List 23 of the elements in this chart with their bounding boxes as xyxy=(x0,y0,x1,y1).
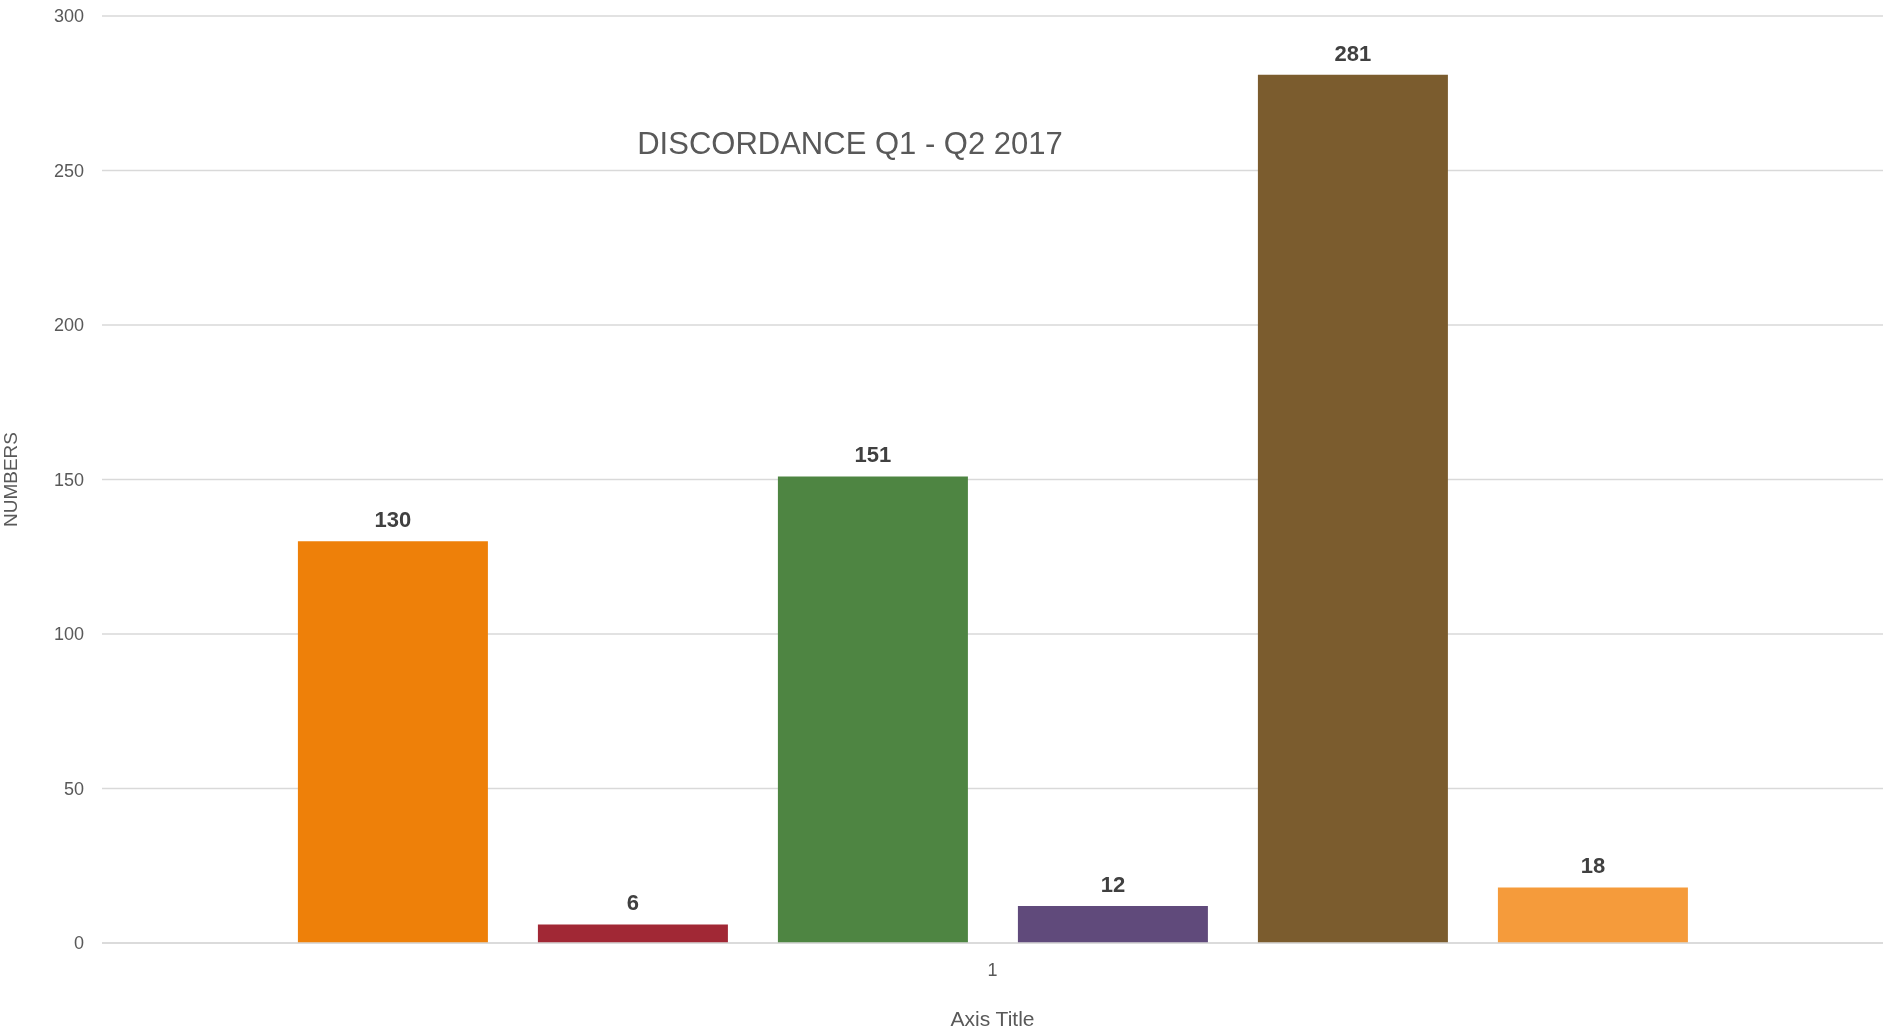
y-tick-label: 250 xyxy=(53,160,84,181)
y-tick-label: 200 xyxy=(53,315,84,336)
y-tick-label: 300 xyxy=(53,6,84,27)
y-tick-label: 50 xyxy=(63,778,84,799)
data-label: 18 xyxy=(1580,853,1606,879)
y-tick-label: 100 xyxy=(53,624,84,645)
bar xyxy=(1497,887,1688,943)
x-tick-label: 1 xyxy=(987,959,998,980)
data-label: 281 xyxy=(1334,40,1372,66)
data-label: 12 xyxy=(1100,871,1126,897)
y-tick-label: 0 xyxy=(73,933,84,954)
y-tick-label: 150 xyxy=(53,469,84,490)
x-axis-title: Axis Title xyxy=(950,1007,1035,1028)
bar xyxy=(777,476,968,943)
data-label: 6 xyxy=(626,890,640,916)
data-label: 151 xyxy=(854,442,892,468)
bar xyxy=(1017,905,1208,943)
bar xyxy=(537,924,728,943)
text: DISCORDANCE Q1 - Q2 2017 xyxy=(637,126,1063,162)
bar xyxy=(1257,74,1448,943)
bar xyxy=(297,541,488,943)
y-axis-title: NUMBERS xyxy=(0,431,21,528)
data-label: 130 xyxy=(374,507,412,533)
